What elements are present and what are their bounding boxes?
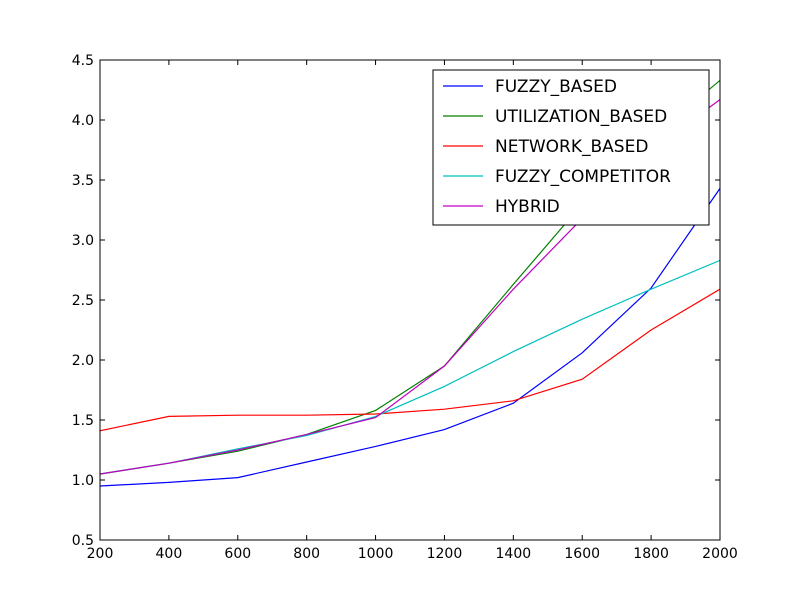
y-tick-label: 2.5 [72,293,94,309]
series-line-network-based [100,288,720,432]
y-tick-label: 3.0 [72,233,94,249]
x-tick-label: 1800 [633,546,669,562]
x-tick-label: 2000 [702,546,738,562]
y-tick-label: 4.5 [72,53,94,69]
x-tick-label: 1200 [427,546,463,562]
plot-frame [99,59,721,541]
x-tick-label: 1000 [358,546,394,562]
legend-label: FUZZY_COMPETITOR [495,167,671,187]
legend-label: NETWORK_BASED [495,137,648,157]
legend: FUZZY_BASED UTILIZATION_BASED NETWORK_BASE… [432,69,710,226]
x-tick-label: 1400 [496,546,532,562]
y-tick-label: 0.5 [72,533,94,549]
legend-label: UTILIZATION_BASED [495,107,667,127]
x-tick-label: 1600 [564,546,600,562]
y-tick-label: 3.5 [72,173,94,189]
legend-label: FUZZY_BASED [495,77,617,97]
y-tick-label: 4.0 [72,113,94,129]
x-tick-label: 400 [156,546,183,562]
y-tick-label: 1.0 [72,473,94,489]
x-tick-label: 800 [293,546,320,562]
legend-box [432,69,710,226]
y-tick-label: 1.5 [72,413,94,429]
y-tick-label: 2.0 [72,353,94,369]
series-line-fuzzy-based [100,188,720,487]
tick-labels-layer: 200 400 600 800 1000 1200 1400 1600 1800 2000 0.5 1… [72,53,738,562]
x-tick-label: 200 [87,546,114,562]
legend-label: HYBRID [495,197,560,217]
x-tick-label: 600 [224,546,251,562]
